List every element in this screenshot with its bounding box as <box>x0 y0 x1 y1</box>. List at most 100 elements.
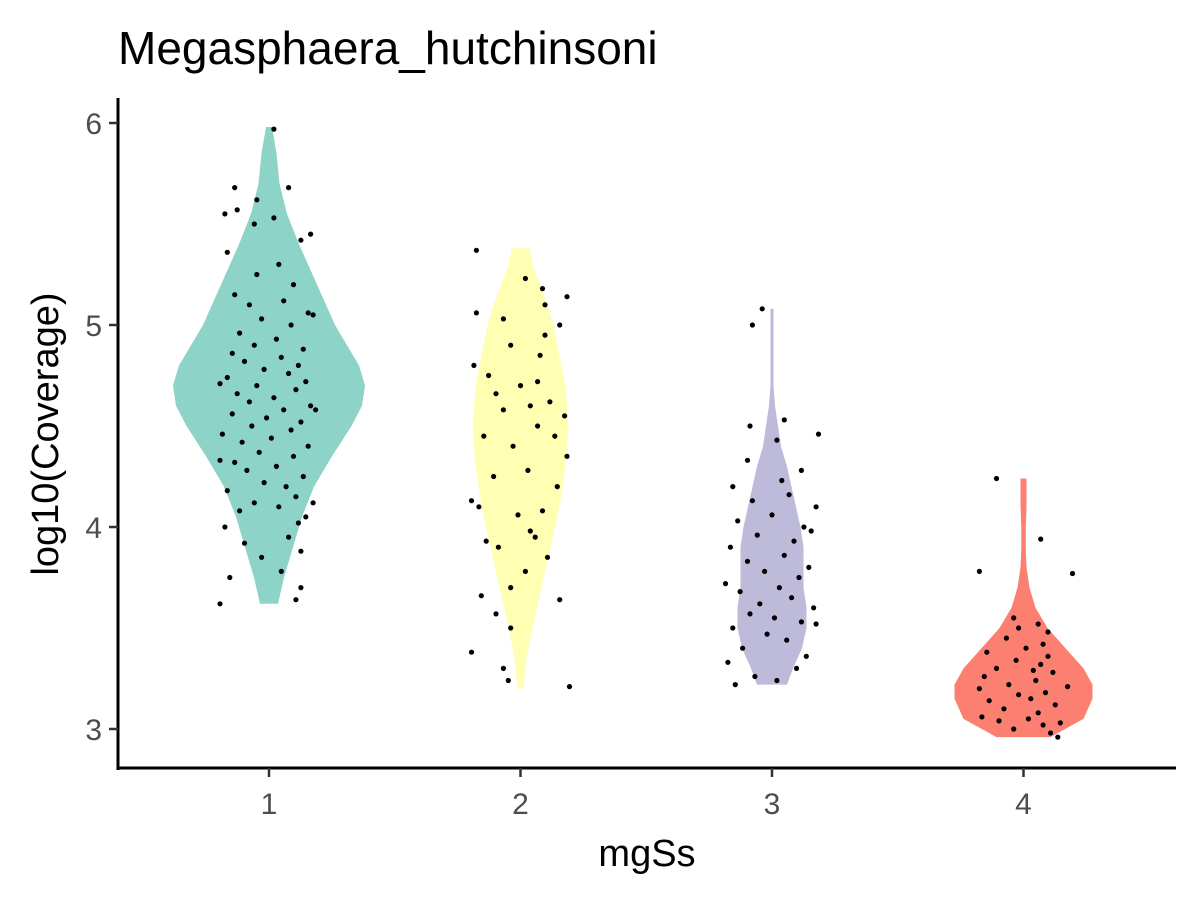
data-point-1-16 <box>224 488 230 494</box>
data-point-1-47 <box>278 354 284 360</box>
data-point-1-57 <box>281 298 287 304</box>
data-point-3-36 <box>744 457 751 463</box>
data-point-1-48 <box>229 350 235 356</box>
data-point-1-62 <box>224 249 230 255</box>
data-point-2-3 <box>468 649 475 655</box>
data-point-1-21 <box>273 463 279 469</box>
data-point-2-38 <box>473 310 479 316</box>
data-point-4-37 <box>1030 667 1036 674</box>
x-axis-ticks: 1 2 3 4 <box>261 768 1032 821</box>
data-point-3-5 <box>803 653 809 659</box>
data-point-4-18 <box>1033 677 1039 684</box>
data-point-2-44 <box>552 433 558 439</box>
data-point-3-2 <box>752 673 758 680</box>
data-point-1-51 <box>273 336 279 342</box>
data-point-4-13 <box>1016 692 1022 698</box>
violin-4 <box>954 478 1093 738</box>
data-point-1-41 <box>303 379 309 385</box>
data-point-3-40 <box>781 417 787 423</box>
y-tick-label-5: 5 <box>85 310 102 343</box>
data-point-3-14 <box>757 601 763 607</box>
data-point-3-27 <box>801 524 807 530</box>
x-tick-label-2: 2 <box>512 788 529 821</box>
violin-3 <box>737 308 807 685</box>
data-point-2-20 <box>525 467 531 473</box>
data-point-4-15 <box>976 686 983 692</box>
data-point-2-36 <box>557 322 563 328</box>
data-point-3-41 <box>749 322 756 328</box>
data-point-1-72 <box>271 126 277 132</box>
data-point-1-45 <box>295 362 301 368</box>
data-point-1-77 <box>310 500 316 506</box>
data-point-1-17 <box>283 484 289 490</box>
data-point-1-50 <box>251 342 257 348</box>
data-point-3-39 <box>747 423 753 429</box>
data-point-1-64 <box>308 231 314 237</box>
data-point-3-12 <box>747 611 753 617</box>
data-point-2-17 <box>468 498 475 504</box>
data-point-1-73 <box>217 457 223 463</box>
data-point-4-36 <box>1069 570 1076 577</box>
data-point-4-19 <box>981 673 987 680</box>
data-point-1-60 <box>254 271 260 278</box>
data-point-1-71 <box>286 185 292 191</box>
data-point-2-25 <box>562 413 568 419</box>
data-point-1-34 <box>281 407 287 413</box>
data-point-1-65 <box>251 221 257 227</box>
x-tick-label-3: 3 <box>764 788 781 821</box>
data-point-3-33 <box>730 484 736 490</box>
data-point-1-13 <box>276 504 282 510</box>
data-point-1-27 <box>268 435 274 441</box>
data-point-1-44 <box>261 366 267 372</box>
data-point-2-10 <box>544 554 551 560</box>
data-point-3-42 <box>759 306 765 312</box>
data-point-4-24 <box>1045 653 1051 659</box>
data-point-1-68 <box>234 207 240 213</box>
data-point-3-26 <box>754 532 760 538</box>
data-point-1-8 <box>286 534 292 540</box>
data-point-1-55 <box>305 310 311 316</box>
data-point-3-4 <box>725 659 731 665</box>
data-point-1-20 <box>244 467 250 473</box>
data-point-2-39 <box>542 302 548 308</box>
data-point-1-56 <box>246 302 252 308</box>
violin-layer <box>173 127 1093 738</box>
data-point-1-12 <box>237 508 243 514</box>
data-point-3-10 <box>798 619 805 625</box>
data-point-4-3 <box>1040 722 1046 728</box>
data-point-1-74 <box>313 407 319 413</box>
data-point-2-7 <box>478 593 484 599</box>
data-point-1-32 <box>264 415 270 421</box>
data-point-2-12 <box>483 538 489 544</box>
data-point-4-1 <box>1047 730 1054 736</box>
data-point-3-6 <box>740 645 746 651</box>
data-point-2-2 <box>500 665 506 672</box>
data-point-1-39 <box>293 387 299 393</box>
data-point-1-19 <box>300 473 306 480</box>
data-point-2-26 <box>500 407 506 413</box>
data-point-4-30 <box>1016 625 1022 631</box>
data-point-4-8 <box>1035 710 1041 716</box>
data-point-1-75 <box>217 381 223 387</box>
data-point-4-26 <box>1023 645 1029 651</box>
data-point-2-43 <box>473 247 479 253</box>
data-point-1-30 <box>249 423 255 429</box>
data-point-1-25 <box>305 443 311 449</box>
data-point-4-32 <box>1011 615 1017 621</box>
data-point-3-8 <box>764 631 770 637</box>
data-point-3-0 <box>732 682 738 688</box>
data-point-1-36 <box>246 399 252 405</box>
data-point-3-24 <box>727 544 734 550</box>
data-point-1-76 <box>310 312 316 318</box>
y-tick-label-6: 6 <box>85 108 102 141</box>
data-point-4-7 <box>979 714 985 720</box>
data-point-3-7 <box>784 637 790 643</box>
data-point-1-63 <box>298 237 304 243</box>
data-point-4-9 <box>1001 706 1007 712</box>
data-point-3-22 <box>744 558 751 564</box>
data-point-4-29 <box>1045 629 1051 635</box>
data-point-2-11 <box>495 544 501 550</box>
data-point-1-0 <box>217 601 223 607</box>
data-point-4-0 <box>1055 734 1061 740</box>
data-point-3-21 <box>806 564 812 571</box>
